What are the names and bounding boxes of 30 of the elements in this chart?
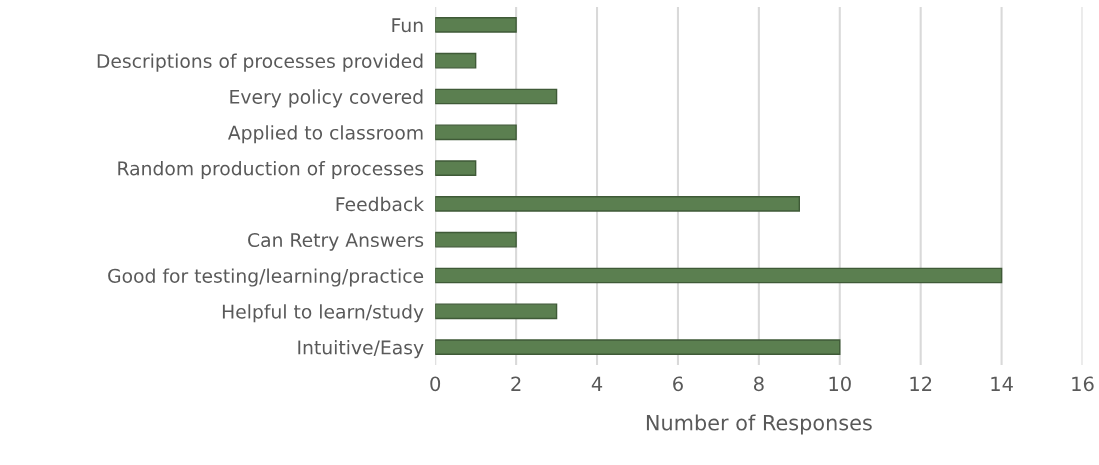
x-axis-title: Number of Responses (646, 414, 872, 435)
x-tick-label: 6 (673, 376, 683, 392)
bar (435, 231, 517, 248)
x-tick-label: 4 (591, 376, 603, 391)
bar (435, 339, 841, 355)
y-tick-label: Can Retry Answers (248, 232, 424, 251)
y-tick-label: Intuitive/Easy (298, 340, 424, 359)
bar (435, 267, 1003, 284)
y-tick-label: Random production of processes (118, 160, 424, 180)
bar (435, 52, 477, 69)
x-tick-label: 14 (991, 376, 1013, 391)
x-tick-label: 10 (829, 376, 851, 392)
x-tick-label: 0 (430, 376, 441, 392)
bar (435, 196, 801, 212)
y-tick-label: Applied to classroom (227, 125, 423, 144)
bar (435, 88, 558, 105)
bar (435, 303, 558, 320)
bar (435, 17, 517, 33)
y-tick-label: Descriptions of processes provided (97, 53, 423, 72)
y-tick-label: Helpful to learn/study (222, 304, 424, 323)
bar (435, 160, 477, 176)
x-tick-label: 2 (511, 376, 521, 391)
y-tick-label: Feedback (336, 196, 425, 212)
y-tick-label: Good for testing/learning/practice (108, 268, 424, 287)
x-tick-label: 12 (910, 376, 932, 391)
x-tick-label: 8 (753, 376, 764, 392)
bar (435, 124, 517, 141)
y-tick-label: Fun (392, 18, 423, 33)
y-tick-label: Every policy covered (230, 89, 423, 108)
x-tick-label: 16 (1072, 376, 1094, 392)
